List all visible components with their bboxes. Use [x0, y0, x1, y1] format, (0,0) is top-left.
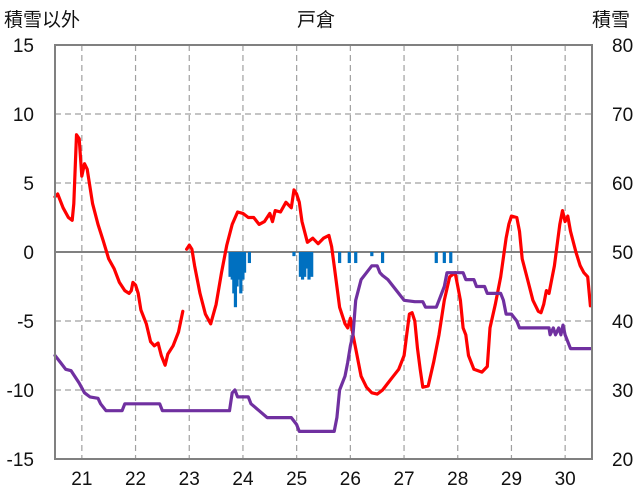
- right-axis-label: 積雪: [592, 9, 630, 31]
- y-left-tick-label: 15: [13, 36, 34, 57]
- bar: [305, 252, 309, 269]
- bar: [235, 252, 239, 287]
- x-tick-label: 22: [125, 469, 146, 490]
- bar: [380, 252, 385, 264]
- bar: [232, 252, 236, 294]
- bar: [449, 252, 453, 264]
- bar: [354, 252, 358, 264]
- x-tick-label: 29: [501, 469, 522, 490]
- y-left-tick-label: 0: [23, 243, 34, 264]
- bar: [303, 252, 307, 277]
- bar: [434, 252, 438, 264]
- bar: [239, 252, 243, 294]
- x-tick-label: 30: [555, 469, 576, 490]
- x-tick-label: 23: [179, 469, 200, 490]
- series-line-red: [53, 133, 185, 367]
- chart-title: 戸倉: [297, 9, 335, 31]
- bar: [300, 252, 305, 280]
- y-right-tick-label: 30: [612, 381, 633, 402]
- y-right-tick-label: 60: [612, 174, 633, 195]
- y-left-tick-label: 5: [23, 174, 34, 195]
- bar: [233, 252, 238, 308]
- bar: [370, 252, 374, 257]
- bar: [298, 252, 303, 277]
- x-tick-label: 27: [393, 469, 414, 490]
- bar: [338, 252, 342, 264]
- x-tick-label: 21: [71, 469, 92, 490]
- y-right-tick-label: 70: [612, 105, 633, 126]
- left-axis-label: 積雪以外: [4, 9, 80, 31]
- bar: [347, 252, 351, 264]
- bar: [247, 252, 251, 264]
- y-right-tick-label: 50: [612, 243, 633, 264]
- series-line-purple: [53, 264, 592, 433]
- bar: [228, 252, 232, 277]
- bar-series: [228, 252, 453, 308]
- series-line-red: [185, 188, 592, 396]
- bar: [237, 252, 241, 280]
- y-right-tick-label: 40: [612, 312, 633, 333]
- y-left-tick-label: -15: [7, 450, 34, 471]
- x-tick-label: 28: [447, 469, 468, 490]
- bar: [241, 252, 245, 280]
- x-tick-label: 26: [340, 469, 361, 490]
- y-right-tick-label: 20: [612, 450, 633, 471]
- x-tick-label: 24: [232, 469, 254, 490]
- bar: [310, 252, 314, 277]
- y-left-tick-label: -5: [17, 312, 34, 333]
- plot-frame: [54, 44, 593, 460]
- x-tick-label: 25: [286, 469, 307, 490]
- y-right-tick-label: 80: [612, 36, 633, 57]
- bar: [442, 252, 446, 264]
- line-series: [53, 133, 592, 433]
- bar: [307, 252, 311, 280]
- plot-border: [54, 44, 593, 460]
- grid: [55, 45, 592, 459]
- y-left-tick-label: -10: [7, 381, 34, 402]
- bar: [230, 252, 234, 280]
- y-left-tick-label: 10: [13, 105, 34, 126]
- bar: [242, 252, 247, 273]
- bar: [292, 252, 296, 257]
